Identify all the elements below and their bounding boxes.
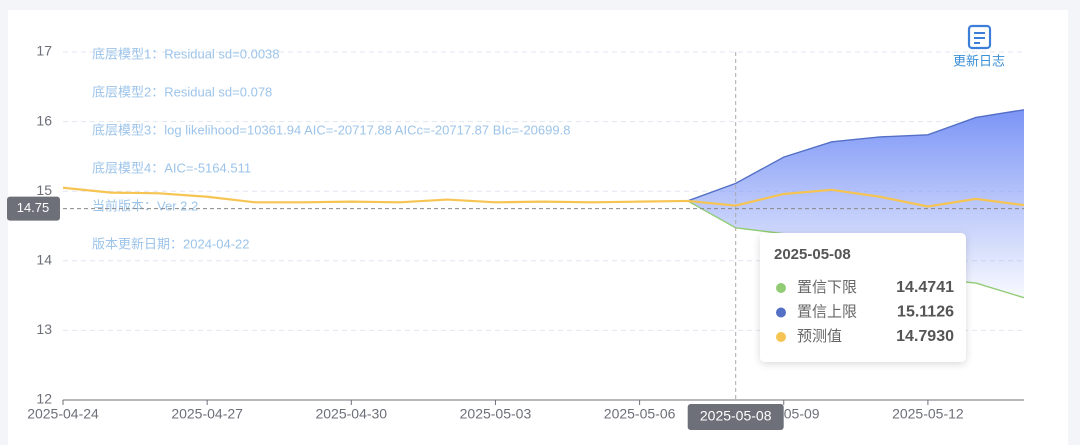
tooltip-value: 14.7930: [896, 328, 954, 345]
button-icon: [967, 24, 992, 50]
tooltip-name: 预测值: [797, 328, 842, 345]
x-tick-label: 2025-05-06: [604, 406, 676, 422]
tooltip-marker: [776, 283, 786, 293]
series-line: [62, 186, 1025, 208]
annotation: 底层模型2：Residual sd=0.078: [92, 84, 272, 99]
tooltip-name: 置信上限: [797, 303, 857, 320]
x-tick-label: 2025-04-27: [171, 406, 243, 422]
annotation: 版本更新日期：2024-04-22: [92, 236, 250, 251]
x-tick-label: 2025-05-03: [460, 406, 532, 422]
x-tick-label: 2025-04-30: [315, 406, 387, 422]
x-tick-label: 2025-05-12: [892, 406, 964, 422]
tooltip-value: 14.4741: [896, 279, 954, 296]
y-tick-label: 17: [36, 43, 52, 59]
tooltip-value: 15.1126: [897, 304, 954, 321]
y-tick-label: 15: [36, 182, 52, 198]
x-tick-label: 2025-04-24: [27, 406, 99, 422]
pointer-y-box: [7, 196, 60, 221]
tooltip-marker: [776, 307, 786, 318]
y-tick-label: 12: [36, 391, 52, 407]
annotation: 当前版本：Ver 2.2: [92, 198, 198, 213]
annotation: 底层模型3：log likelihood=10361.94 AIC=-20717…: [92, 122, 570, 137]
pointer-y-label: 14.75: [17, 200, 50, 215]
tooltip-title: 2025-05-08: [774, 246, 851, 263]
series-line: [687, 109, 1025, 202]
pointer-x-box: [687, 404, 784, 430]
update-log-button[interactable]: 更新日志: [953, 24, 1005, 68]
annotation: 底层模型1：Residual sd=0.0038: [92, 46, 280, 61]
button-label[interactable]: 更新日志: [953, 53, 1005, 68]
y-tick-label: 16: [36, 112, 52, 128]
tooltip-name: 置信下限: [797, 279, 857, 296]
y-tick-label: 13: [36, 321, 52, 337]
tooltip-marker: [776, 332, 786, 342]
pointer-x-label: 2025-05-08: [700, 408, 772, 424]
tooltip-box: [760, 233, 966, 362]
annotation: 底层模型4：AIC=-5164.511: [92, 160, 251, 175]
tooltip: 2025-05-08 置信下限 14.4741 置信上限 15.1126 预测值 14.79…: [760, 233, 966, 362]
y-tick-label: 14: [36, 252, 52, 268]
